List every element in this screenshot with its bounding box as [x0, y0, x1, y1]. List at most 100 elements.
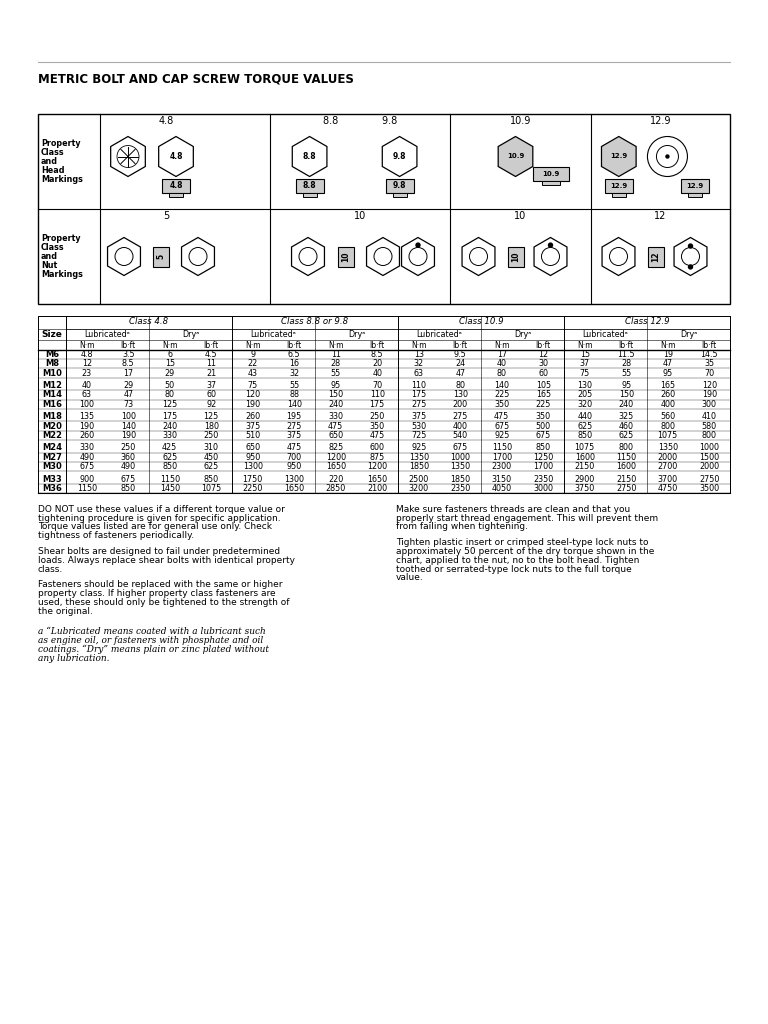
- Circle shape: [548, 243, 552, 247]
- Circle shape: [666, 155, 669, 158]
- Text: 180: 180: [204, 422, 219, 430]
- Text: from failing when tightening.: from failing when tightening.: [396, 522, 528, 531]
- Text: 9: 9: [250, 350, 255, 359]
- Circle shape: [115, 248, 133, 265]
- Text: 700: 700: [286, 453, 302, 462]
- Text: Class: Class: [41, 243, 65, 252]
- Text: 8.5: 8.5: [122, 359, 134, 369]
- Text: 125: 125: [162, 399, 177, 409]
- Text: 4.8: 4.8: [169, 181, 183, 190]
- Circle shape: [647, 136, 687, 176]
- Text: 105: 105: [536, 381, 551, 390]
- Text: N·m: N·m: [577, 341, 592, 350]
- Text: 675: 675: [494, 422, 509, 430]
- Text: 625: 625: [162, 453, 177, 462]
- Text: 5: 5: [157, 254, 165, 259]
- Text: 190: 190: [79, 422, 94, 430]
- Text: 80: 80: [497, 369, 507, 378]
- Text: Markings: Markings: [41, 175, 83, 184]
- Text: 47: 47: [663, 359, 673, 369]
- Text: 310: 310: [204, 443, 219, 453]
- Text: 675: 675: [79, 462, 94, 471]
- Bar: [508, 247, 524, 266]
- Bar: [153, 247, 169, 266]
- Bar: [169, 193, 183, 197]
- Text: 205: 205: [577, 390, 592, 399]
- Text: 1650: 1650: [326, 462, 346, 471]
- Text: toothed or serrated-type lock nuts to the full torque: toothed or serrated-type lock nuts to th…: [396, 564, 632, 573]
- Text: Dryᵃ: Dryᵃ: [514, 330, 531, 339]
- Text: 2750: 2750: [699, 474, 720, 483]
- Text: 37: 37: [580, 359, 590, 369]
- Text: 190: 190: [245, 399, 260, 409]
- Text: 240: 240: [162, 422, 177, 430]
- Text: 175: 175: [162, 413, 177, 421]
- Circle shape: [657, 145, 678, 168]
- Text: 30: 30: [538, 359, 548, 369]
- Text: approximately 50 percent of the dry torque shown in the: approximately 50 percent of the dry torq…: [396, 547, 654, 556]
- Text: 190: 190: [702, 390, 717, 399]
- Text: and: and: [41, 157, 58, 166]
- Text: N·m: N·m: [660, 341, 676, 350]
- Polygon shape: [498, 136, 533, 176]
- Text: 140: 140: [495, 381, 509, 390]
- Text: 110: 110: [369, 390, 385, 399]
- Text: 1300: 1300: [243, 462, 263, 471]
- Text: lb·ft: lb·ft: [702, 341, 717, 350]
- Text: Property: Property: [41, 234, 81, 243]
- Text: any lubrication.: any lubrication.: [38, 653, 110, 663]
- Circle shape: [688, 244, 693, 248]
- Text: 2000: 2000: [699, 462, 720, 471]
- Text: 15: 15: [164, 359, 175, 369]
- Text: 300: 300: [702, 399, 717, 409]
- Text: 4.8: 4.8: [169, 152, 183, 161]
- Text: 175: 175: [411, 390, 426, 399]
- Text: 580: 580: [702, 422, 717, 430]
- Text: 130: 130: [453, 390, 468, 399]
- Text: 10.9: 10.9: [541, 171, 559, 176]
- Text: 12.9: 12.9: [687, 182, 704, 188]
- Text: M27: M27: [42, 453, 62, 462]
- Text: 4.8: 4.8: [81, 350, 93, 359]
- Text: 43: 43: [248, 369, 258, 378]
- Text: 800: 800: [660, 422, 675, 430]
- Text: 625: 625: [577, 422, 592, 430]
- Text: 5: 5: [163, 211, 169, 221]
- Text: 240: 240: [619, 399, 634, 409]
- Text: 35: 35: [704, 359, 714, 369]
- Text: 2850: 2850: [326, 483, 346, 493]
- Bar: [162, 178, 190, 193]
- Text: 460: 460: [619, 422, 634, 430]
- Text: 1250: 1250: [533, 453, 554, 462]
- Polygon shape: [108, 238, 141, 275]
- Polygon shape: [601, 136, 636, 176]
- Text: M33: M33: [42, 474, 62, 483]
- Bar: [688, 193, 702, 197]
- Text: 1200: 1200: [326, 453, 346, 462]
- Text: Head: Head: [41, 166, 65, 175]
- Text: 650: 650: [328, 431, 343, 439]
- Text: 28: 28: [621, 359, 631, 369]
- Polygon shape: [402, 238, 435, 275]
- Text: 40: 40: [372, 369, 382, 378]
- Text: 80: 80: [165, 390, 175, 399]
- Text: 875: 875: [369, 453, 385, 462]
- Bar: [296, 178, 323, 193]
- Text: Markings: Markings: [41, 270, 83, 279]
- Text: 1600: 1600: [616, 462, 636, 471]
- Text: 825: 825: [328, 443, 343, 453]
- Circle shape: [610, 248, 627, 265]
- Text: 12: 12: [538, 350, 548, 359]
- Text: 1350: 1350: [657, 443, 678, 453]
- Text: 1600: 1600: [574, 453, 594, 462]
- Text: 350: 350: [494, 399, 509, 409]
- Text: N·m: N·m: [79, 341, 94, 350]
- Text: 10: 10: [354, 211, 366, 221]
- Text: 350: 350: [536, 413, 551, 421]
- Text: as engine oil, or fasteners with phosphate and oil: as engine oil, or fasteners with phospha…: [38, 636, 263, 644]
- Text: 3500: 3500: [699, 483, 720, 493]
- Text: 19: 19: [663, 350, 673, 359]
- Text: M22: M22: [42, 431, 62, 439]
- Text: 1850: 1850: [450, 474, 470, 483]
- Text: Class 4.8: Class 4.8: [130, 317, 168, 326]
